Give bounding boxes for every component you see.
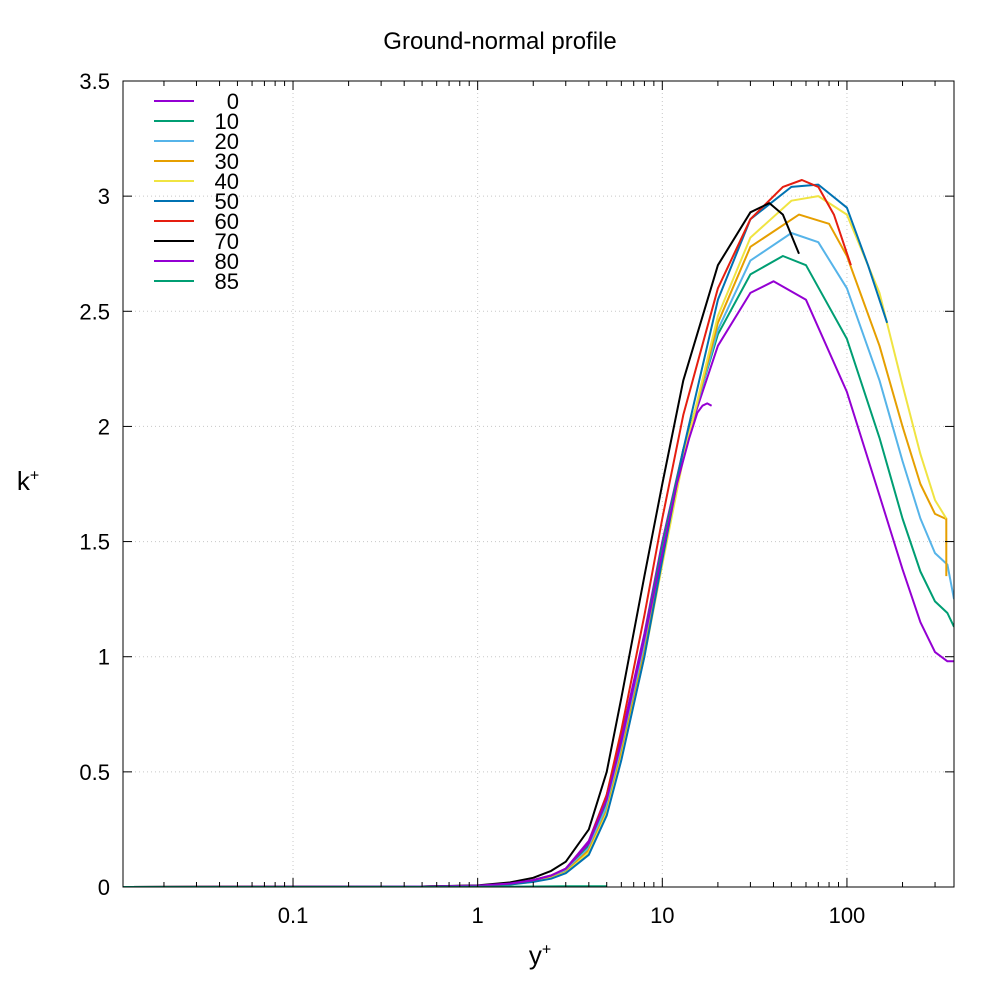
y-tick-label: 3.5 xyxy=(79,69,110,94)
plot-border xyxy=(122,80,955,888)
legend-label: 80 xyxy=(215,249,239,274)
x-tick-label: 10 xyxy=(650,903,674,928)
plot-frame xyxy=(122,80,955,888)
series-line-80 xyxy=(123,402,713,887)
series-layer xyxy=(123,179,954,887)
legend-label: 60 xyxy=(215,209,239,234)
grid-lines xyxy=(123,81,954,887)
y-axis-label-sup: + xyxy=(29,467,40,485)
x-axis-label: y+ xyxy=(500,940,580,971)
legend-label: 10 xyxy=(215,109,239,134)
y-tick-label: 1 xyxy=(98,645,110,670)
legend-label: 0 xyxy=(227,89,239,114)
legend-label: 30 xyxy=(215,149,239,174)
y-tick-label: 1.5 xyxy=(79,530,110,555)
legend-label: 85 xyxy=(215,269,239,294)
legend-label: 70 xyxy=(215,229,239,254)
y-tick-label: 0 xyxy=(98,875,110,900)
y-axis-label: k+ xyxy=(8,466,48,497)
y-tick-label: 2.5 xyxy=(79,299,110,324)
legend-label: 20 xyxy=(215,129,239,154)
chart-title: Ground-normal profile xyxy=(383,28,617,55)
series-line-0 xyxy=(123,280,954,887)
legend-label: 50 xyxy=(215,189,239,214)
x-axis-label-base: y xyxy=(528,940,542,970)
y-axis-ticks: 0 0.5 1 1.5 2 2.5 3 3.5 xyxy=(79,69,954,900)
y-tick-label: 2 xyxy=(98,414,110,439)
y-tick-label: 0.5 xyxy=(79,760,110,785)
legend-label: 40 xyxy=(215,169,239,194)
x-tick-label: 100 xyxy=(829,903,866,928)
x-axis-ticks: 0.1 1 10 100 xyxy=(163,81,936,928)
x-axis-label-sup: + xyxy=(541,941,552,959)
x-tick-label: 1 xyxy=(472,903,484,928)
series-line-20 xyxy=(123,232,954,887)
series-line-40 xyxy=(123,195,948,887)
series-line-30 xyxy=(123,213,948,887)
x-tick-label: 0.1 xyxy=(278,903,309,928)
y-tick-label: 3 xyxy=(98,184,110,209)
series-line-70 xyxy=(123,202,800,887)
y-axis-label-base: k xyxy=(16,466,30,496)
